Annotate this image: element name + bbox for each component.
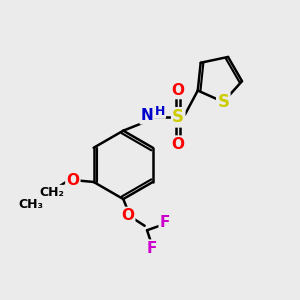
Text: O: O (66, 173, 79, 188)
Text: S: S (172, 108, 184, 126)
Text: O: O (121, 208, 134, 223)
Text: F: F (146, 241, 157, 256)
Text: CH₂: CH₂ (40, 186, 64, 199)
Text: O: O (172, 136, 185, 152)
Text: N: N (141, 108, 153, 123)
Text: CH₃: CH₃ (19, 198, 44, 211)
Text: S: S (217, 93, 229, 111)
Text: H: H (154, 105, 165, 118)
Text: F: F (160, 215, 170, 230)
Text: O: O (172, 83, 185, 98)
